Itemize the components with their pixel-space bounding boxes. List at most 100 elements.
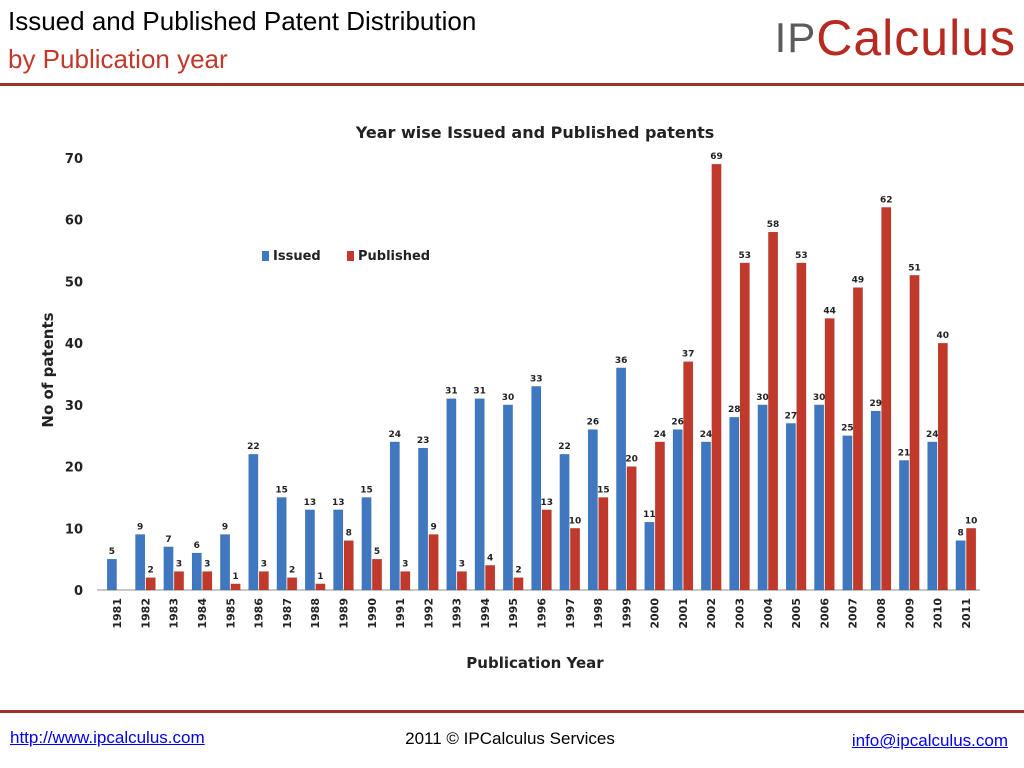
bar-published [372,558,383,591]
bar-value-label: 37 [682,350,695,360]
bar-chart: Year wise Issued and Published patents N… [39,123,980,672]
bar-published [428,534,439,591]
bar-published [287,577,298,591]
bar-value-label: 44 [823,306,836,316]
bar-published [937,342,948,591]
bar-value-label: 9 [137,522,143,532]
x-tick-label: 1998 [592,598,605,629]
bar-published [513,577,524,591]
bar-value-label: 10 [965,516,978,526]
bar-issued [502,404,513,591]
bar-issued [389,441,400,591]
website-link[interactable]: http://www.ipcalculus.com [10,728,205,747]
bar-issued [842,435,853,591]
x-tick-label: 2011 [960,598,973,629]
bar-issued [418,447,429,591]
bar-issued [191,552,202,591]
bar-value-label: 3 [176,559,182,569]
bar-value-label: 31 [473,387,486,397]
bar-issued [135,534,146,591]
slide-title: Issued and Published Patent Distribution [8,6,477,36]
bar-published [145,577,156,591]
bar-value-label: 69 [710,152,723,162]
email-link[interactable]: info@ipcalculus.com [851,731,1008,750]
bar-value-label: 7 [165,535,171,545]
y-axis-label: No of patents [39,312,57,427]
bar-issued [531,386,542,591]
bar-issued [361,497,372,591]
x-tick-label: 2006 [818,598,831,629]
bar-value-label: 13 [540,498,553,508]
bar-value-label: 23 [417,436,430,446]
bar-published [343,540,354,591]
x-tick-label: 1987 [281,598,294,629]
bar-value-label: 4 [487,553,493,563]
bar-published [909,275,920,591]
x-tick-label: 2009 [903,598,916,629]
bar-value-label: 27 [785,411,798,421]
bar-issued [644,521,655,591]
bar-published [711,163,722,591]
bar-issued [927,441,938,591]
x-tick-label: 1999 [620,598,633,629]
bar-value-label: 8 [957,529,963,539]
bar-value-label: 36 [615,356,628,366]
bar-value-label: 51 [908,263,921,273]
bar-value-label: 3 [402,559,408,569]
bars: 5927363912231521311381552432393133143023… [106,152,978,591]
bar-value-label: 24 [700,430,713,440]
chart-title: Year wise Issued and Published patents [355,123,715,142]
bar-issued [559,453,570,591]
bar-value-label: 28 [728,405,741,415]
bar-issued [276,497,287,591]
bar-issued [785,423,796,591]
logo-ip: IP [774,14,817,61]
bar-value-label: 5 [109,547,115,557]
bar-issued [899,460,910,591]
bar-value-label: 8 [346,529,352,539]
bar-published [626,466,637,591]
legend: Issued Published [262,249,430,264]
header-divider [0,83,1024,86]
bar-value-label: 9 [222,522,228,532]
x-tick-label: 1996 [536,598,549,629]
y-tick-label: 40 [65,337,83,352]
bar-value-label: 11 [643,510,656,520]
bar-published [400,571,411,591]
bar-value-label: 20 [625,455,638,465]
bar-value-label: 2 [515,566,521,576]
slide-subtitle: by Publication year [8,44,228,74]
bar-published [768,231,779,591]
bar-value-label: 21 [898,448,911,458]
bar-issued [672,429,683,591]
bar-published [541,509,552,591]
x-tick-label: 2000 [649,598,662,629]
y-tick-label: 10 [65,522,83,537]
x-tick-label: 2004 [762,598,775,629]
bar-issued [248,453,259,591]
bar-published [485,565,496,591]
legend-label: Published [358,249,430,264]
x-tick-label: 1992 [422,598,435,629]
x-tick-label: 1990 [366,598,379,629]
bar-published [315,583,326,591]
x-axis-label: Publication Year [466,654,604,672]
bar-issued [304,509,315,591]
bar-issued [955,540,966,591]
bar-value-label: 30 [756,393,769,403]
x-tick-label: 1994 [479,598,492,629]
x-tick-label: 1993 [451,598,464,629]
bar-value-label: 24 [654,430,667,440]
x-tick-label: 1991 [394,598,407,629]
bar-value-label: 30 [813,393,826,403]
x-tick-label: 2008 [875,598,888,629]
y-tick-label: 0 [74,584,83,599]
bar-value-label: 15 [360,485,373,495]
copyright-text: 2011 © IPCalculus Services [405,729,615,748]
x-tick-label: 1984 [196,598,209,629]
bar-published [173,571,184,591]
legend-label: Issued [273,249,321,264]
x-tick-label: 1981 [111,598,124,629]
x-tick-label: 1995 [507,598,520,629]
bar-value-label: 6 [194,541,200,551]
